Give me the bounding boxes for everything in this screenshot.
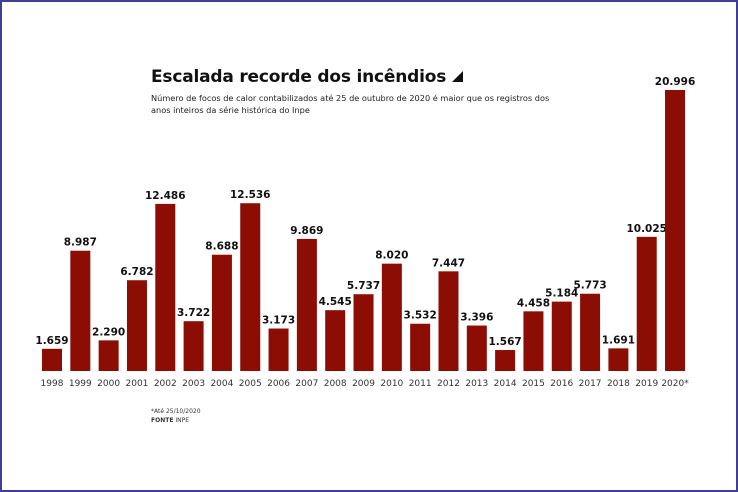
x-tick-label: 2000	[97, 379, 120, 389]
data-label: 3.173	[262, 315, 295, 327]
data-label: 1.659	[35, 335, 68, 347]
bar-2020*	[665, 90, 686, 371]
bar-2008	[325, 310, 346, 371]
bar-2013	[466, 325, 487, 371]
data-label: 8.020	[375, 250, 408, 262]
bar-2009	[353, 294, 374, 371]
notes: *Até 25/10/2020 FONTE INPE	[151, 407, 201, 425]
data-label: 7.447	[432, 257, 465, 269]
chart-subtitle: Número de focos de calor contabilizados …	[151, 93, 550, 115]
x-tick-label: 2015	[522, 379, 545, 389]
x-tick-label: 1998	[41, 379, 64, 389]
data-label: 5.773	[573, 280, 606, 292]
triangle-icon	[452, 71, 464, 82]
bar-2003	[183, 321, 204, 371]
x-tick-label: 2013	[465, 379, 488, 389]
bar-2005	[240, 203, 261, 371]
data-label: 3.396	[460, 312, 493, 324]
bar-2019	[636, 236, 657, 371]
bar-2017	[580, 293, 601, 371]
bar-2000	[98, 340, 119, 371]
bar-2016	[551, 301, 572, 371]
bar-2010	[381, 263, 402, 371]
data-label: 10.025	[626, 223, 667, 235]
x-tick-label: 2008	[324, 379, 347, 389]
data-label: 12.536	[230, 189, 271, 201]
bar-2004	[211, 254, 232, 371]
x-tick-label: 2001	[126, 379, 149, 389]
data-label: 3.722	[177, 307, 210, 319]
bar-2006	[268, 328, 289, 371]
x-tick-label: 2005	[239, 379, 262, 389]
data-label: 2.290	[92, 326, 125, 338]
data-label: 5.737	[347, 280, 380, 292]
x-tick-label: 2010	[380, 379, 403, 389]
data-label: 4.458	[517, 297, 550, 309]
data-label: 1.567	[489, 336, 522, 348]
x-tick-label: 2017	[579, 379, 602, 389]
source: INPE	[175, 417, 190, 424]
x-tick-label: 2012	[437, 379, 460, 389]
source-label: FONTE	[151, 417, 174, 424]
bar-2002	[155, 203, 176, 371]
x-tick-label: 2020*	[661, 379, 689, 389]
bar-2012	[438, 271, 459, 371]
x-tick-label: 2002	[154, 379, 177, 389]
bar-1998	[42, 348, 62, 371]
bar-2014	[495, 350, 516, 371]
bar-2015	[523, 311, 544, 371]
x-tick-label: 2006	[267, 379, 290, 389]
x-tick-label: 2007	[295, 379, 318, 389]
data-label: 20.996	[655, 76, 696, 88]
bar-2007	[296, 238, 317, 371]
footnote: *Até 25/10/2020	[151, 408, 201, 415]
x-tick-label: 2003	[182, 379, 205, 389]
bar-1999	[70, 250, 91, 371]
bar-2018	[608, 348, 629, 371]
x-tick-label: 2004	[210, 379, 233, 389]
chart-title: Escalada recorde dos incêndios	[151, 67, 464, 87]
bar-2001	[126, 280, 147, 371]
bar-2011	[410, 323, 431, 371]
x-tick-label: 2011	[409, 379, 432, 389]
data-label: 12.486	[145, 190, 186, 202]
x-tick-label: 2009	[352, 379, 375, 389]
data-label: 4.545	[319, 296, 352, 308]
data-label: 5.184	[545, 288, 578, 300]
x-tick-label: 2018	[607, 379, 630, 389]
x-tick-label: 2019	[635, 379, 658, 389]
data-label: 1.691	[602, 334, 635, 346]
data-label: 8.688	[205, 241, 238, 253]
data-label: 6.782	[120, 266, 153, 278]
x-tick-label: 1999	[69, 379, 92, 389]
x-tick-label: 2016	[550, 379, 573, 389]
data-label: 8.987	[64, 237, 97, 249]
data-label: 3.532	[404, 310, 437, 322]
data-label: 9.869	[290, 225, 323, 237]
x-tick-label: 2014	[494, 379, 517, 389]
